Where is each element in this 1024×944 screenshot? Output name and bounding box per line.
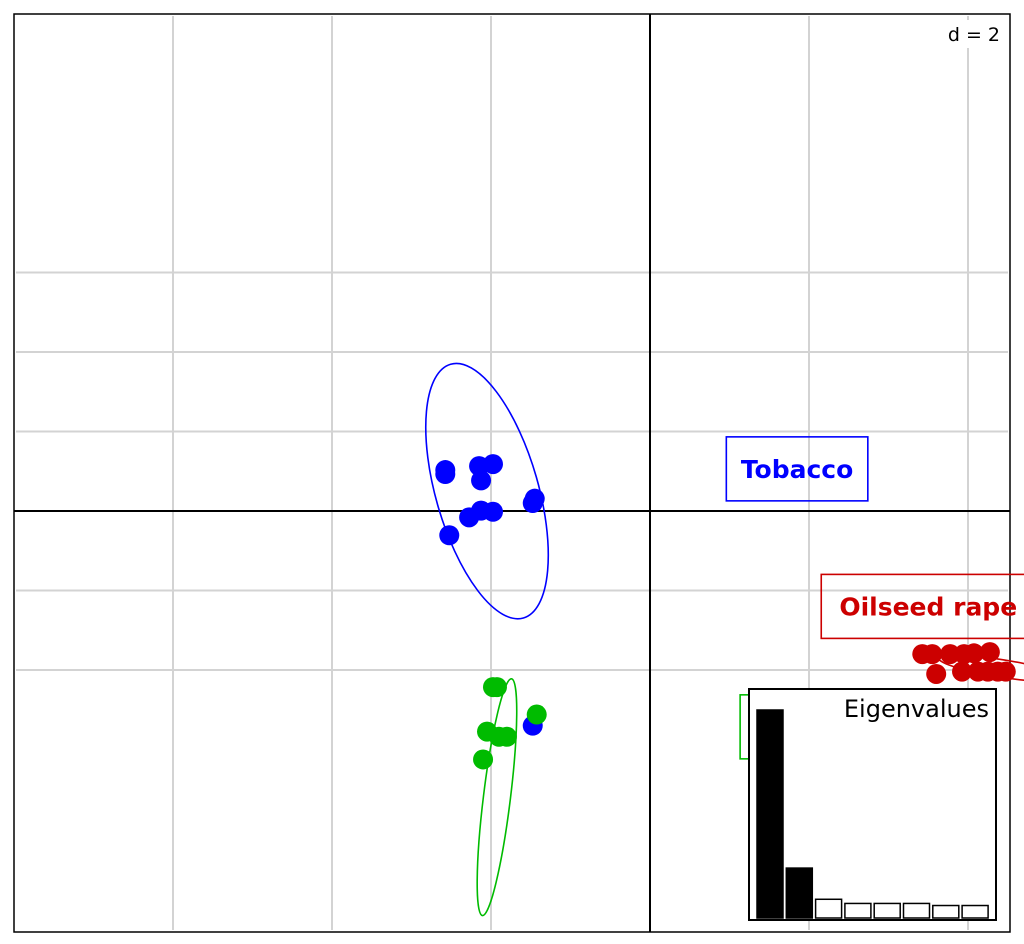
eigenvalue-bar xyxy=(932,904,960,919)
point-tobacco xyxy=(522,493,543,514)
eigenvalues-inset: Eigenvalues xyxy=(748,688,997,921)
point-tobacco xyxy=(459,507,480,528)
scale-indicator: d = 2 xyxy=(938,20,1006,48)
point-hemp xyxy=(496,726,517,747)
label-tobacco: Tobacco xyxy=(741,455,854,484)
points xyxy=(435,454,1016,770)
axes xyxy=(14,14,1010,932)
point-oilseed-rape xyxy=(922,644,943,665)
point-oilseed-rape xyxy=(940,644,961,665)
point-tobacco xyxy=(435,464,456,485)
point-oilseed-rape xyxy=(963,643,984,664)
point-tobacco xyxy=(482,454,503,475)
point-hemp xyxy=(473,749,494,770)
label-oilseed-rape: Oilseed rape xyxy=(839,592,1017,621)
point-oilseed-rape xyxy=(926,663,947,684)
eigenvalue-bar xyxy=(961,904,989,919)
point-oilseed-rape xyxy=(952,661,973,682)
ellipse-hemp xyxy=(476,678,518,917)
eigenvalue-bar xyxy=(785,867,814,919)
eigenvalue-bar xyxy=(902,902,931,919)
label-box-oilseed-rape xyxy=(820,573,1024,640)
point-hemp xyxy=(482,677,503,698)
label-box-tobacco xyxy=(725,436,869,502)
point-oilseed-rape xyxy=(995,661,1016,682)
eigenvalue-bar xyxy=(873,902,901,919)
point-tobacco xyxy=(482,501,503,522)
point-hemp xyxy=(526,704,547,725)
grid xyxy=(16,16,1008,930)
scale-label: d = 2 xyxy=(948,24,1000,46)
point-oilseed-rape xyxy=(979,642,1000,663)
point-tobacco xyxy=(439,525,460,546)
point-tobacco xyxy=(471,470,492,491)
eigenvalue-bar xyxy=(844,902,872,919)
eigenvalue-bar xyxy=(814,898,843,919)
eigenvalues-title: Eigenvalues xyxy=(844,695,989,723)
eigenvalue-bar xyxy=(756,709,784,919)
ellipse-tobacco xyxy=(424,362,550,620)
